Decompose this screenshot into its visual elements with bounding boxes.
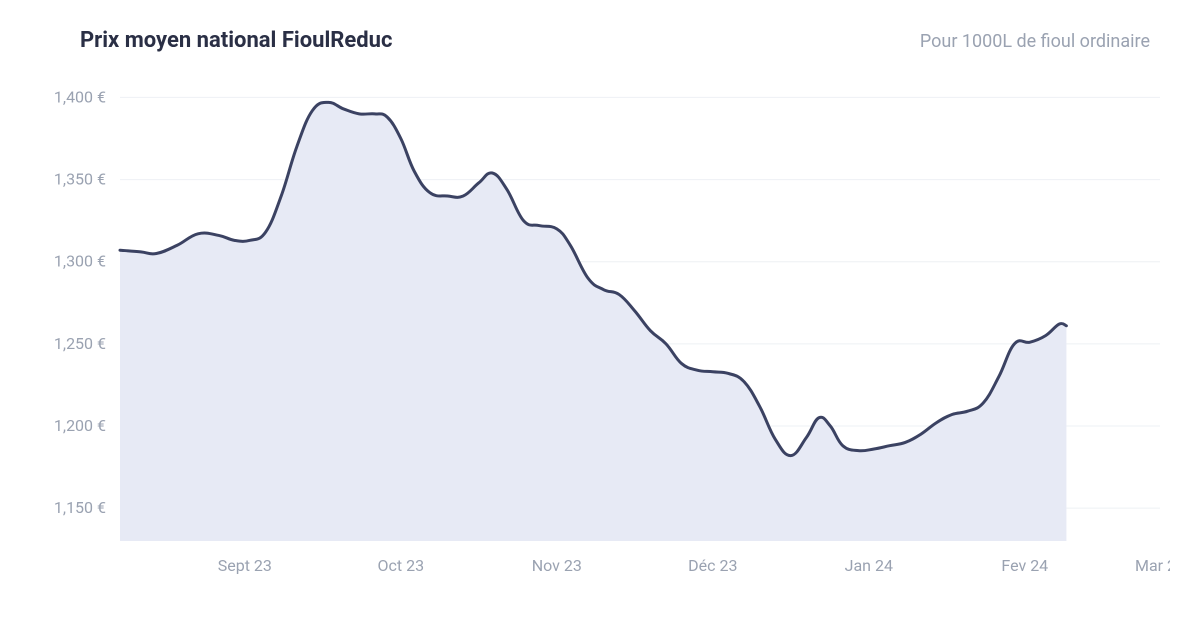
x-tick-label: Déc 23 bbox=[688, 556, 737, 575]
chart-header: Prix moyen national FioulReduc Pour 1000… bbox=[30, 28, 1170, 71]
chart-title: Prix moyen national FioulReduc bbox=[80, 28, 392, 53]
x-tick-label: Sept 23 bbox=[218, 556, 272, 575]
y-tick-label: 1,250 € bbox=[54, 334, 106, 353]
x-axis-ticks: Sept 23 Oct 23 Nov 23 Déc 23 Jan 24 Fev 24 Mar… bbox=[218, 556, 1170, 575]
chart-container: Prix moyen national FioulReduc Pour 1000… bbox=[0, 0, 1200, 627]
x-tick-label: Fev 24 bbox=[1001, 556, 1048, 575]
area-chart-svg: 1,150 € 1,200 € 1,250 € 1,300 € 1,350 € 1,400… bbox=[30, 71, 1170, 591]
y-tick-label: 1,350 € bbox=[54, 170, 106, 189]
y-tick-label: 1,300 € bbox=[54, 252, 106, 271]
y-tick-label: 1,200 € bbox=[54, 416, 106, 435]
y-axis-ticks: 1,150 € 1,200 € 1,250 € 1,300 € 1,350 € 1,400… bbox=[54, 87, 106, 517]
y-tick-label: 1,150 € bbox=[54, 498, 106, 517]
area-fill bbox=[120, 102, 1066, 541]
y-tick-label: 1,400 € bbox=[54, 87, 106, 106]
x-tick-label: Oct 23 bbox=[378, 556, 425, 575]
x-tick-label: Nov 23 bbox=[532, 556, 582, 575]
x-tick-label: Jan 24 bbox=[845, 556, 893, 575]
chart-subtitle: Pour 1000L de fioul ordinaire bbox=[920, 31, 1150, 52]
x-tick-label: Mar 24 bbox=[1135, 556, 1170, 575]
plot-area: 1,150 € 1,200 € 1,250 € 1,300 € 1,350 € 1,400… bbox=[30, 71, 1170, 617]
